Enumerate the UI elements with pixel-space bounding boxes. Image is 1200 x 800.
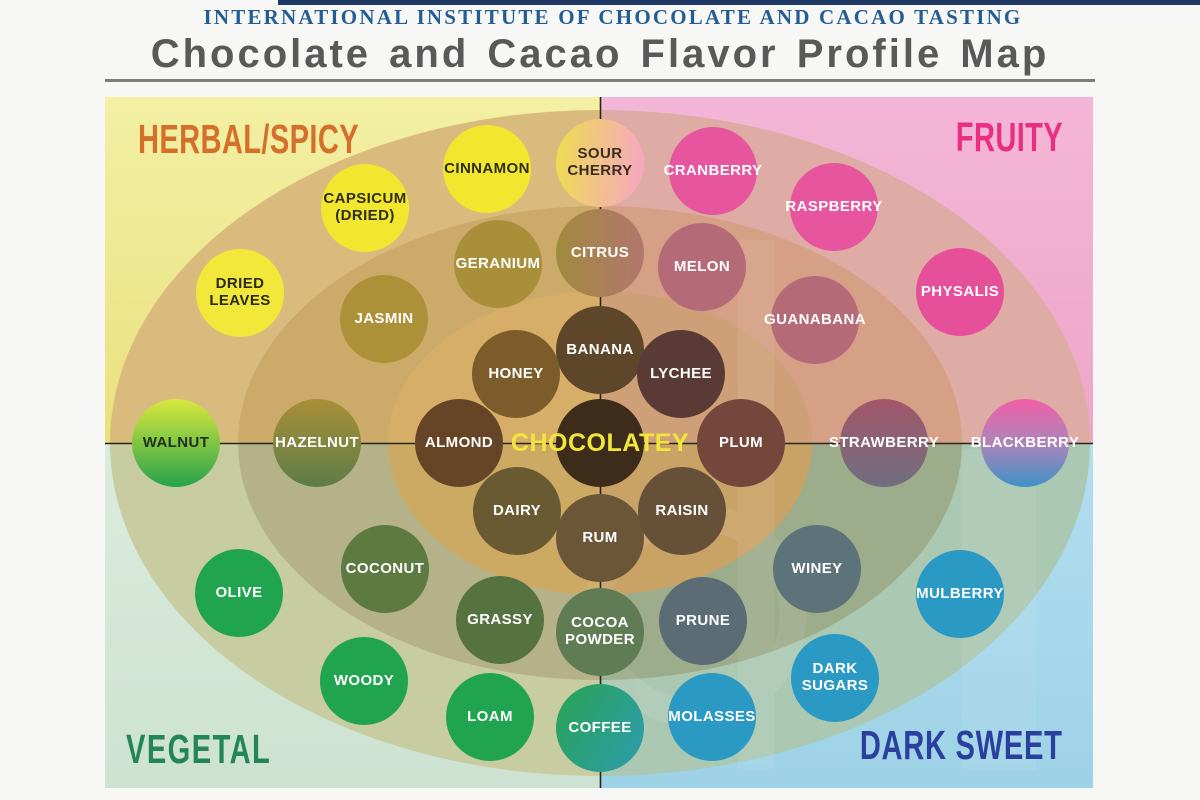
flavor-node-label-coconut: COCONUT [345,559,425,577]
flavor-node-lychee: LYCHEE [637,330,725,418]
flavor-node-coffee: COFFEE [556,684,644,772]
flavor-node-label-citrus: CITRUS [570,243,630,261]
flavor-node-raspberry: RASPBERRY [785,163,882,251]
flavor-node-blackberry: BLACKBERRY [971,399,1079,487]
flavor-node-label-mulberry: MULBERRY [916,584,1004,602]
flavor-node-label-dairy: DAIRY [492,501,542,519]
flavor-node-cinnamon: CINNAMON [443,125,531,213]
flavor-node-label-lychee: LYCHEE [650,364,712,382]
flavor-node-geranium: GERANIUM [454,220,542,308]
flavor-node-cranberry: CRANBERRY [664,127,762,215]
quadrant-label-herbal: HERBAL/SPICY [138,116,359,162]
flavor-node-jasmin: JASMIN [340,275,428,363]
flavor-node-label-raisin: RAISIN [655,501,709,519]
flavor-node-label-walnut: WALNUT [142,433,210,451]
flavor-node-rum: RUM [556,494,644,582]
quadrant-label-vegetal: VEGETAL [126,726,272,772]
flavor-node-grassy: GRASSY [456,576,544,664]
flavor-node-label-almond: ALMOND [424,433,494,451]
flavor-node-label-raspberry: RASPBERRY [785,197,883,215]
flavor-node-mulberry: MULBERRY [916,550,1004,638]
flavor-node-label-physalis: PHYSALIS [920,282,1000,300]
flavor-node-label-capsicum-dried: CAPSICUM (DRIED) [323,190,407,224]
flavor-node-label-sour-cherry: SOUR CHERRY [567,145,633,179]
flavor-node-cocoa-powder: COCOA POWDER [556,588,644,676]
flavor-node-walnut: WALNUT [132,399,220,487]
flavor-node-label-jasmin: JASMIN [354,309,414,327]
flavor-node-label-dried-leaves: DRIED LEAVES [209,275,271,309]
flavor-node-raisin: RAISIN [638,467,726,555]
flavor-node-label-cocoa-powder: COCOA POWDER [565,614,635,648]
page-title: Chocolate and Cacao Flavor Profile Map [150,32,1050,76]
institute-name: INTERNATIONAL INSTITUTE OF CHOCOLATE AND… [203,5,1023,29]
flavor-node-label-strawberry: STRAWBERRY [828,433,940,451]
flavor-node-melon: MELON [658,223,746,311]
flavor-node-label-hazelnut: HAZELNUT [274,433,360,451]
flavor-node-label-banana: BANANA [566,340,634,358]
flavor-node-strawberry: STRAWBERRY [829,399,939,487]
flavor-node-label-dark-sugars: DARK SUGARS [801,660,869,694]
flavor-node-chocolatey: CHOCOLATEY [511,399,689,487]
flavor-node-citrus: CITRUS [556,209,644,297]
flavor-node-label-winey: WINEY [791,559,843,577]
flavor-node-banana: BANANA [556,306,644,394]
title-underline [105,79,1095,82]
flavor-node-winey: WINEY [773,525,861,613]
flavor-node-label-blackberry: BLACKBERRY [970,433,1080,451]
top-accent-bar [278,0,1200,5]
flavor-node-label-prune: PRUNE [675,611,731,629]
flavor-node-label-grassy: GRASSY [467,610,533,628]
flavor-node-dark-sugars: DARK SUGARS [791,634,879,722]
flavor-node-almond: ALMOND [415,399,503,487]
flavor-node-physalis: PHYSALIS [916,248,1004,336]
flavor-node-loam: LOAM [446,673,534,761]
quadrant-label-fruity: FRUITY [955,114,1063,160]
flavor-node-label-cinnamon: CINNAMON [444,159,530,177]
flavor-node-capsicum-dried: CAPSICUM (DRIED) [321,164,409,252]
flavor-node-olive: OLIVE [195,549,283,637]
flavor-node-woody: WOODY [320,637,408,725]
flavor-node-label-olive: OLIVE [215,583,263,601]
flavor-node-label-woody: WOODY [333,671,395,689]
flavor-node-honey: HONEY [472,330,560,418]
flavor-node-label-guanabana: GUANABANA [764,310,866,328]
flavor-node-label-plum: PLUM [718,433,764,451]
quadrant-label-dark-sweet: DARK SWEET [860,722,1063,768]
flavor-node-sour-cherry: SOUR CHERRY [556,119,644,207]
flavor-node-coconut: COCONUT [341,525,429,613]
flavor-node-label-rum: RUM [582,528,618,546]
flavor-node-label-geranium: GERANIUM [455,254,541,272]
flavor-node-plum: PLUM [697,399,785,487]
flavor-node-label-coffee: COFFEE [568,718,632,736]
flavor-node-label-molasses: MOLASSES [668,707,756,725]
watermark-bar-1 [738,240,774,770]
flavor-node-prune: PRUNE [659,577,747,665]
flavor-node-label-cranberry: CRANBERRY [663,161,763,179]
flavor-node-label-melon: MELON [673,257,731,275]
flavor-node-guanabana: GUANABANA [764,276,866,364]
flavor-node-molasses: MOLASSES [668,673,756,761]
flavor-node-hazelnut: HAZELNUT [273,399,361,487]
flavor-node-label-loam: LOAM [467,707,513,725]
flavor-node-label-chocolatey: CHOCOLATEY [510,429,690,457]
flavor-node-dairy: DAIRY [473,467,561,555]
flavor-node-label-honey: HONEY [488,364,544,382]
flavor-node-dried-leaves: DRIED LEAVES [196,249,284,337]
